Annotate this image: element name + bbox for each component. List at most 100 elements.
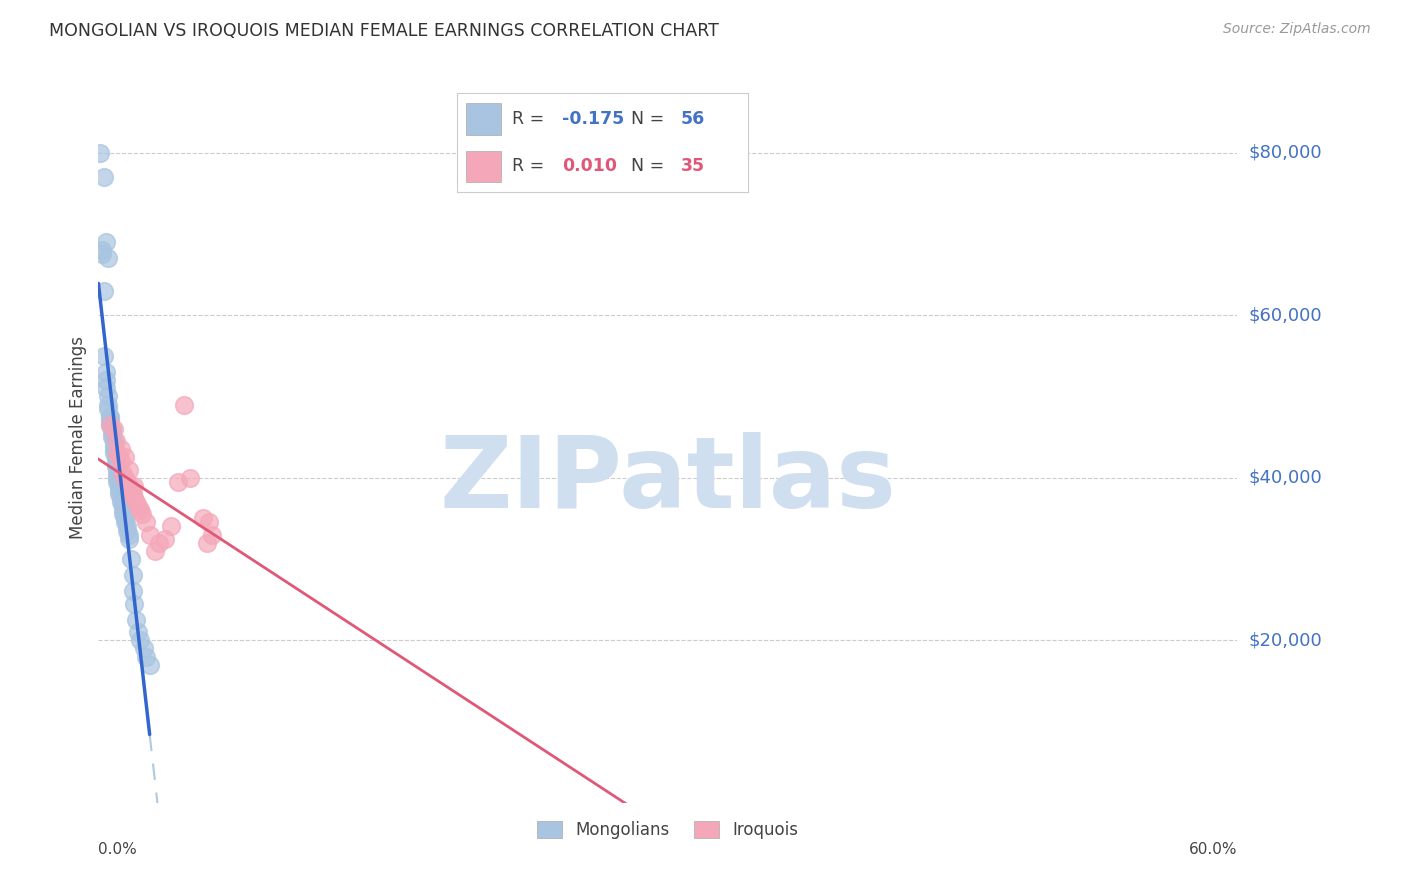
Point [104, 450, 127, 465]
Point [97, 398, 120, 412]
Point [89, 145, 111, 160]
Y-axis label: Median Female Earnings: Median Female Earnings [69, 335, 87, 539]
Point [131, 508, 153, 522]
Point [118, 479, 141, 493]
Point [91, 247, 114, 261]
Text: $20,000: $20,000 [1249, 632, 1322, 649]
Point [201, 527, 224, 541]
Point [94, 373, 117, 387]
Point [93, 284, 115, 298]
Point [103, 422, 125, 436]
Point [191, 511, 214, 525]
Point [94, 381, 117, 395]
Text: Source: ZipAtlas.com: Source: ZipAtlas.com [1223, 22, 1371, 37]
Text: ZIPatlas: ZIPatlas [440, 433, 896, 530]
Point [110, 495, 132, 509]
Point [98, 409, 121, 424]
Point [110, 442, 132, 457]
Point [91, 243, 114, 257]
Point [108, 450, 131, 465]
Point [114, 471, 136, 485]
Text: MONGOLIAN VS IROQUOIS MEDIAN FEMALE EARNINGS CORRELATION CHART: MONGOLIAN VS IROQUOIS MEDIAN FEMALE EARN… [49, 22, 718, 40]
Point [179, 471, 201, 485]
Point [115, 519, 138, 533]
Point [121, 584, 143, 599]
Text: $40,000: $40,000 [1249, 468, 1322, 487]
Point [98, 414, 121, 428]
Point [120, 483, 142, 497]
Point [108, 487, 131, 501]
Point [195, 535, 218, 549]
Point [138, 657, 160, 672]
Point [107, 467, 129, 481]
Point [97, 389, 120, 403]
Point [112, 499, 135, 513]
Point [197, 516, 219, 530]
Point [103, 434, 125, 449]
Point [125, 495, 148, 509]
Point [148, 535, 170, 549]
Point [159, 519, 181, 533]
Point [124, 597, 146, 611]
Point [100, 430, 122, 444]
Point [100, 425, 122, 440]
Point [135, 516, 157, 530]
Point [103, 442, 125, 457]
Point [118, 462, 141, 476]
Text: 0.0%: 0.0% [98, 842, 138, 856]
Point [129, 633, 152, 648]
Point [112, 508, 135, 522]
Text: $80,000: $80,000 [1249, 144, 1322, 161]
Point [114, 511, 136, 525]
Point [97, 252, 120, 266]
Point [107, 471, 129, 485]
Point [125, 613, 148, 627]
Point [153, 532, 176, 546]
Point [97, 401, 120, 416]
Legend: Mongolians, Iroquois: Mongolians, Iroquois [530, 814, 806, 846]
Point [129, 503, 152, 517]
Point [138, 527, 160, 541]
Point [100, 422, 122, 436]
Text: 60.0%: 60.0% [1189, 842, 1237, 856]
Point [110, 491, 132, 505]
Point [98, 409, 121, 424]
Point [94, 235, 117, 249]
Point [127, 499, 149, 513]
Point [121, 487, 143, 501]
Point [121, 568, 143, 582]
Point [93, 349, 115, 363]
Point [127, 625, 149, 640]
Point [103, 446, 125, 460]
Point [115, 475, 138, 489]
Point [124, 491, 146, 505]
Point [98, 417, 121, 432]
Point [112, 503, 135, 517]
Point [98, 417, 121, 432]
Text: $60,000: $60,000 [1249, 306, 1322, 324]
Point [94, 365, 117, 379]
Point [114, 450, 136, 465]
Point [108, 479, 131, 493]
Point [124, 479, 146, 493]
Point [104, 458, 127, 473]
Point [118, 532, 141, 546]
Point [103, 438, 125, 452]
Point [104, 434, 127, 449]
Point [107, 446, 129, 460]
Point [173, 398, 195, 412]
Point [114, 516, 136, 530]
Point [107, 475, 129, 489]
Point [110, 454, 132, 468]
Point [93, 169, 115, 184]
Point [129, 503, 152, 517]
Point [104, 454, 127, 468]
Point [120, 552, 142, 566]
Point [112, 467, 135, 481]
Point [107, 462, 129, 476]
Point [132, 641, 155, 656]
Point [115, 524, 138, 538]
Point [118, 527, 141, 541]
Point [167, 475, 190, 489]
Point [135, 649, 157, 664]
